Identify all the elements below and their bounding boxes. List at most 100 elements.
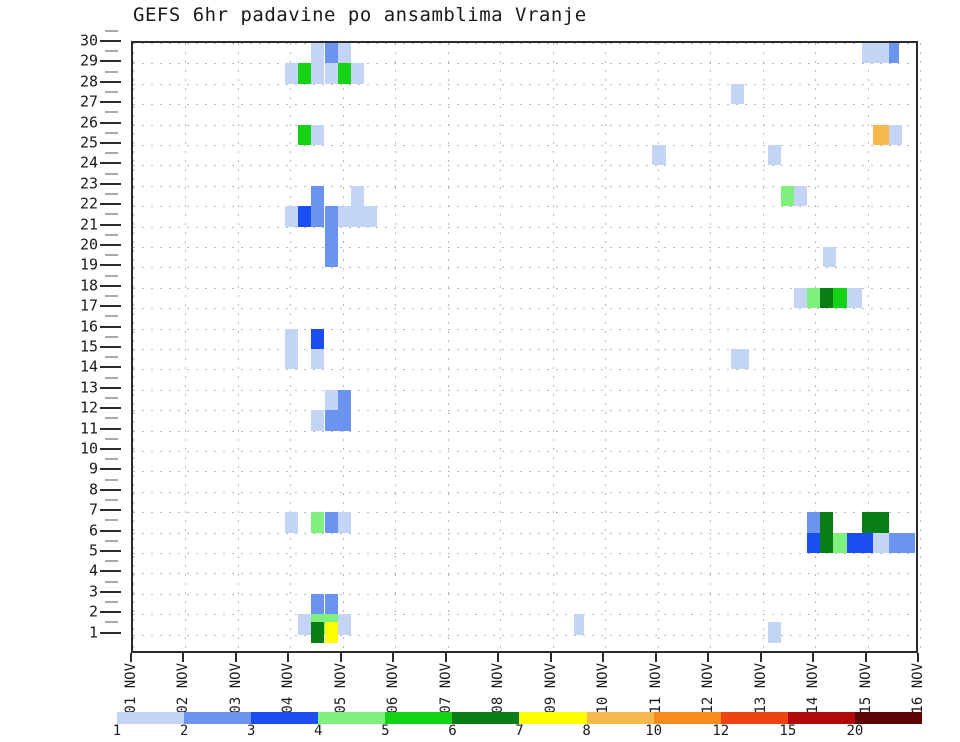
y-tick-mark-minor [105, 356, 118, 358]
colorbar-tick-label: 10 [645, 723, 663, 739]
heatmap-cell [285, 512, 299, 533]
gridline-horizontal [133, 614, 916, 616]
heatmap-cell [573, 614, 585, 635]
gridline-vertical [500, 43, 502, 651]
colorbar-segment [787, 712, 855, 724]
y-tick-label: 26 [79, 113, 98, 132]
y-tick-mark-minor [105, 111, 118, 113]
heatmap-cell [888, 532, 915, 553]
heatmap-cell [311, 63, 325, 84]
heatmap-cell [324, 410, 338, 431]
heatmap-cell [311, 410, 325, 431]
y-tick-label: 17 [79, 296, 98, 315]
gridline-vertical [762, 43, 764, 651]
heatmap-cell [311, 349, 325, 370]
gridline-vertical [815, 43, 817, 651]
gridline-horizontal [133, 104, 916, 106]
y-tick-mark-minor [105, 132, 118, 134]
heatmap-cell [872, 532, 889, 553]
x-tick-label: 08 NOV [490, 663, 507, 714]
y-tick-label: 13 [79, 378, 98, 397]
colorbar [117, 712, 922, 724]
y-tick-mark [100, 529, 121, 532]
heatmap-cell [731, 83, 745, 105]
heatmap-cell [337, 389, 351, 411]
y-tick-mark [100, 80, 121, 83]
x-tick-label: 10 NOV [595, 663, 612, 714]
y-tick-mark-minor [105, 621, 118, 623]
gridline-horizontal [133, 185, 916, 187]
heatmap-cell [350, 206, 364, 227]
y-tick-label: 2 [88, 602, 98, 621]
heatmap-cell [285, 349, 299, 370]
heatmap-cell [285, 63, 299, 84]
heatmap-cell [324, 593, 338, 615]
y-tick-label: 15 [79, 337, 98, 356]
x-tick-mark [287, 653, 290, 662]
heatmap-cell [888, 124, 902, 145]
y-tick-label: 25 [79, 133, 98, 152]
y-tick-label: 27 [79, 92, 98, 111]
y-tick-mark [100, 203, 121, 206]
colorbar-tick-label: 4 [314, 723, 323, 739]
gridline-horizontal [133, 267, 916, 269]
y-tick-label: 5 [88, 541, 98, 560]
gridline-horizontal [133, 247, 916, 248]
y-tick-mark-minor [105, 254, 118, 256]
colorbar-segment [519, 712, 587, 724]
heatmap-cell [311, 185, 325, 207]
gridline-horizontal [133, 389, 916, 391]
heatmap-cell [363, 206, 377, 227]
heatmap-cells [133, 43, 916, 651]
y-tick-mark-minor [105, 50, 118, 52]
gridline-horizontal [133, 553, 916, 554]
y-tick-mark [100, 407, 121, 410]
x-tick-label: 13 NOV [752, 663, 769, 714]
heatmap-cell [311, 512, 325, 533]
y-tick-mark [100, 550, 121, 552]
heatmap-cell [888, 43, 899, 64]
heatmap-cell [337, 614, 351, 635]
gridline-horizontal [133, 206, 916, 208]
heatmap-cell [862, 512, 889, 533]
colorbar-segment [452, 712, 520, 724]
y-tick-label: 7 [88, 500, 98, 519]
heatmap-cell [311, 43, 325, 64]
heatmap-cell [324, 389, 338, 411]
y-tick-label: 23 [79, 174, 98, 193]
heatmap-cell [807, 287, 821, 309]
y-tick-mark [100, 427, 121, 430]
gridline-horizontal [133, 573, 916, 575]
heatmap-cell [767, 145, 781, 166]
heatmap-cell [311, 328, 325, 349]
heatmap-cell [324, 206, 338, 227]
x-tick-label: 03 NOV [227, 663, 244, 714]
heatmap-cell [337, 63, 351, 84]
gridline-horizontal [133, 63, 916, 65]
y-tick-label: 24 [79, 153, 98, 172]
y-tick-mark-minor [105, 315, 118, 317]
y-tick-label: 19 [79, 255, 98, 274]
heatmap-cell [324, 226, 338, 247]
heatmap-cell [807, 512, 821, 533]
colorbar-tick-label: 2 [179, 723, 189, 739]
heatmap-cell [337, 206, 351, 227]
heatmap-cell [862, 43, 889, 64]
heatmap-cell [820, 512, 834, 533]
heatmap-cell [767, 622, 781, 643]
x-tick-mark [130, 653, 132, 662]
colorbar-segment [854, 712, 922, 724]
y-tick-label: 11 [79, 419, 98, 438]
y-tick-mark-minor [105, 377, 118, 379]
colorbar-segment [184, 712, 252, 724]
x-tick-mark [812, 653, 815, 662]
gridline-vertical [185, 43, 187, 651]
y-tick-mark-minor [105, 479, 118, 481]
gridline-horizontal [133, 471, 916, 473]
heatmap-cell [298, 206, 312, 227]
gridline-vertical [395, 43, 397, 651]
x-tick-mark [339, 653, 342, 662]
x-tick-mark [864, 653, 867, 662]
y-tick-label: 28 [79, 72, 98, 91]
heatmap-cell [337, 512, 351, 533]
